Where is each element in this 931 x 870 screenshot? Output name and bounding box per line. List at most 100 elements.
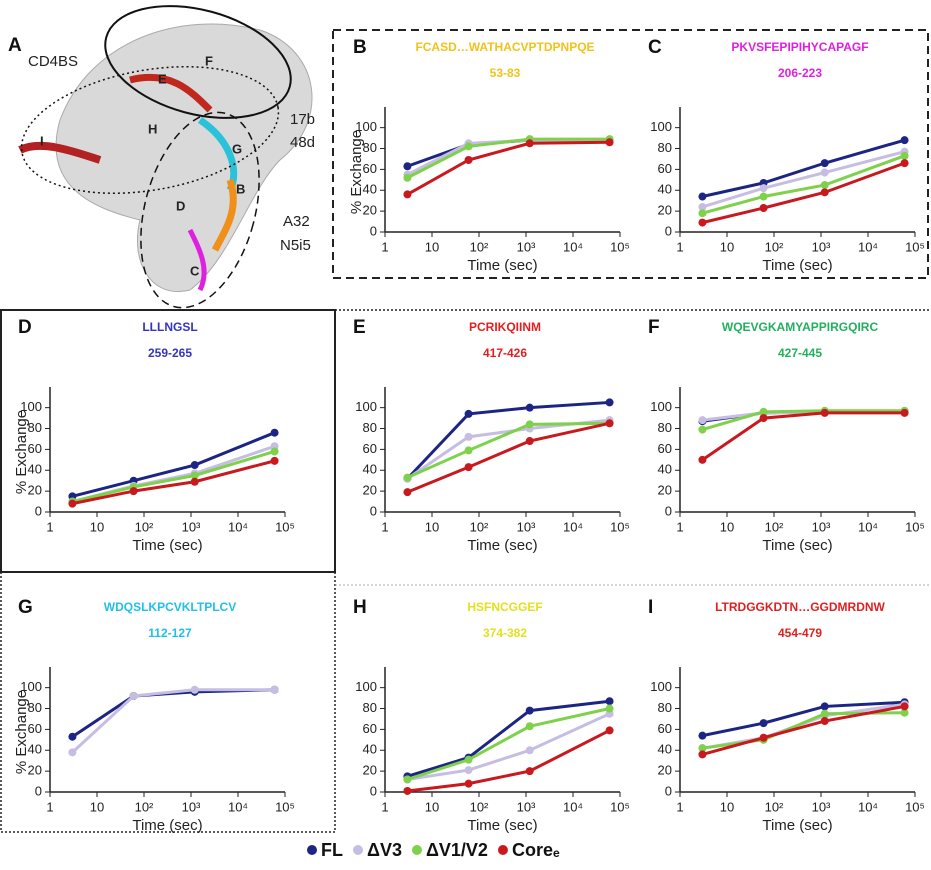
structure-label: F <box>205 53 213 68</box>
data-point <box>464 463 473 472</box>
y-tick-label: 20 <box>363 483 377 498</box>
y-tick-label: 20 <box>658 203 672 218</box>
panel-letter: E <box>353 317 366 338</box>
y-tick-label: 80 <box>363 420 377 435</box>
chart-title: PKVSFEPIPIHYCAPAGF <box>731 40 868 54</box>
y-tick-label: 60 <box>363 441 377 456</box>
x-tick-label: 10 <box>720 799 734 814</box>
series-line <box>702 700 905 738</box>
y-tick-label: 80 <box>363 700 377 715</box>
chart-subtitle: 112-127 <box>148 626 192 640</box>
data-point <box>820 188 829 197</box>
y-tick-label: 40 <box>363 182 377 197</box>
structure-label: A32 <box>283 213 310 230</box>
data-point <box>820 168 829 177</box>
data-point <box>698 209 707 218</box>
y-tick-label: 0 <box>35 503 42 518</box>
series-line <box>702 704 905 756</box>
x-tick-label: 10 <box>90 519 104 534</box>
data-point <box>900 708 909 717</box>
data-point <box>759 204 768 212</box>
y-tick-label: 0 <box>370 503 377 518</box>
data-point <box>525 437 534 446</box>
panel-frame <box>0 309 929 833</box>
y-tick-label: 40 <box>363 742 377 757</box>
x-tick-label: 10⁴ <box>563 799 583 814</box>
series-line <box>406 699 610 778</box>
y-tick-label: 100 <box>650 399 672 414</box>
data-point <box>129 487 138 496</box>
data-point <box>605 419 614 428</box>
structure-label: C <box>190 263 200 278</box>
y-tick-label: 40 <box>658 182 672 197</box>
x-tick-label: 1 <box>46 799 53 814</box>
data-point <box>900 136 909 145</box>
data-point <box>464 156 473 164</box>
legend-swatch <box>411 845 422 855</box>
y-tick-label: 60 <box>28 721 42 736</box>
x-tick-label: 10⁵ <box>905 799 925 814</box>
series-line <box>72 450 276 504</box>
chart-title: LLLNGSL <box>142 320 197 334</box>
structure-label: N5i5 <box>280 237 311 254</box>
y-tick-label: 60 <box>658 721 672 736</box>
data-point <box>464 409 473 418</box>
data-point <box>820 702 829 711</box>
y-tick-label: 20 <box>363 203 377 218</box>
y-tick-label: 80 <box>28 700 42 715</box>
data-point <box>403 473 412 482</box>
series-line <box>702 161 906 225</box>
series-line <box>406 421 610 494</box>
data-point <box>759 184 768 193</box>
x-tick-label: 10² <box>470 799 489 814</box>
x-tick-label: 1 <box>676 799 683 814</box>
x-tick-label: 10 <box>720 239 734 254</box>
chart-title: PCRIKQIINM <box>469 320 541 334</box>
legend-label: Coreₑ <box>512 840 560 860</box>
x-axis-label: Time (sec) <box>762 537 832 554</box>
x-tick-label: 1 <box>381 799 388 814</box>
x-axis-label: Time (sec) <box>467 537 537 554</box>
data-point <box>525 139 534 148</box>
structure-label: 17b <box>290 111 315 128</box>
data-point <box>759 414 768 423</box>
x-tick-label: 1 <box>46 519 53 534</box>
data-point <box>525 722 534 731</box>
chart-title: WDQSLKPCVKLTPLCV <box>104 600 236 614</box>
data-point <box>698 192 707 201</box>
data-point <box>525 706 534 715</box>
structure-label: H <box>148 121 157 136</box>
data-point <box>464 766 473 775</box>
data-point <box>698 218 707 227</box>
x-tick-label: 10³ <box>812 519 831 534</box>
y-axis-label: % Exchange <box>348 130 365 214</box>
series-line <box>406 400 610 480</box>
y-tick-label: 100 <box>355 119 377 134</box>
y-tick-label: 100 <box>20 399 42 414</box>
data-point <box>900 408 909 417</box>
x-tick-label: 10 <box>425 799 439 814</box>
data-point <box>698 455 707 464</box>
x-tick-label: 10³ <box>812 239 831 254</box>
data-point <box>820 717 829 726</box>
panel-frame <box>332 29 929 279</box>
y-tick-label: 80 <box>363 140 377 155</box>
series-line <box>406 421 610 479</box>
chart-subtitle: 259-265 <box>148 346 192 360</box>
panel-letter: C <box>648 37 662 58</box>
data-point <box>68 499 77 508</box>
data-point <box>403 488 412 497</box>
y-tick-label: 100 <box>20 679 42 694</box>
y-tick-label: 80 <box>658 700 672 715</box>
series-line <box>407 712 611 781</box>
x-tick-label: 10⁴ <box>563 519 583 534</box>
x-tick-label: 10³ <box>812 799 831 814</box>
x-tick-label: 10² <box>470 519 489 534</box>
series-line <box>702 154 906 215</box>
data-point <box>605 726 614 735</box>
data-point <box>525 420 534 429</box>
data-point <box>464 755 473 764</box>
y-tick-label: 20 <box>28 483 42 498</box>
x-tick-label: 10⁴ <box>858 519 878 534</box>
x-tick-label: 10 <box>720 519 734 534</box>
